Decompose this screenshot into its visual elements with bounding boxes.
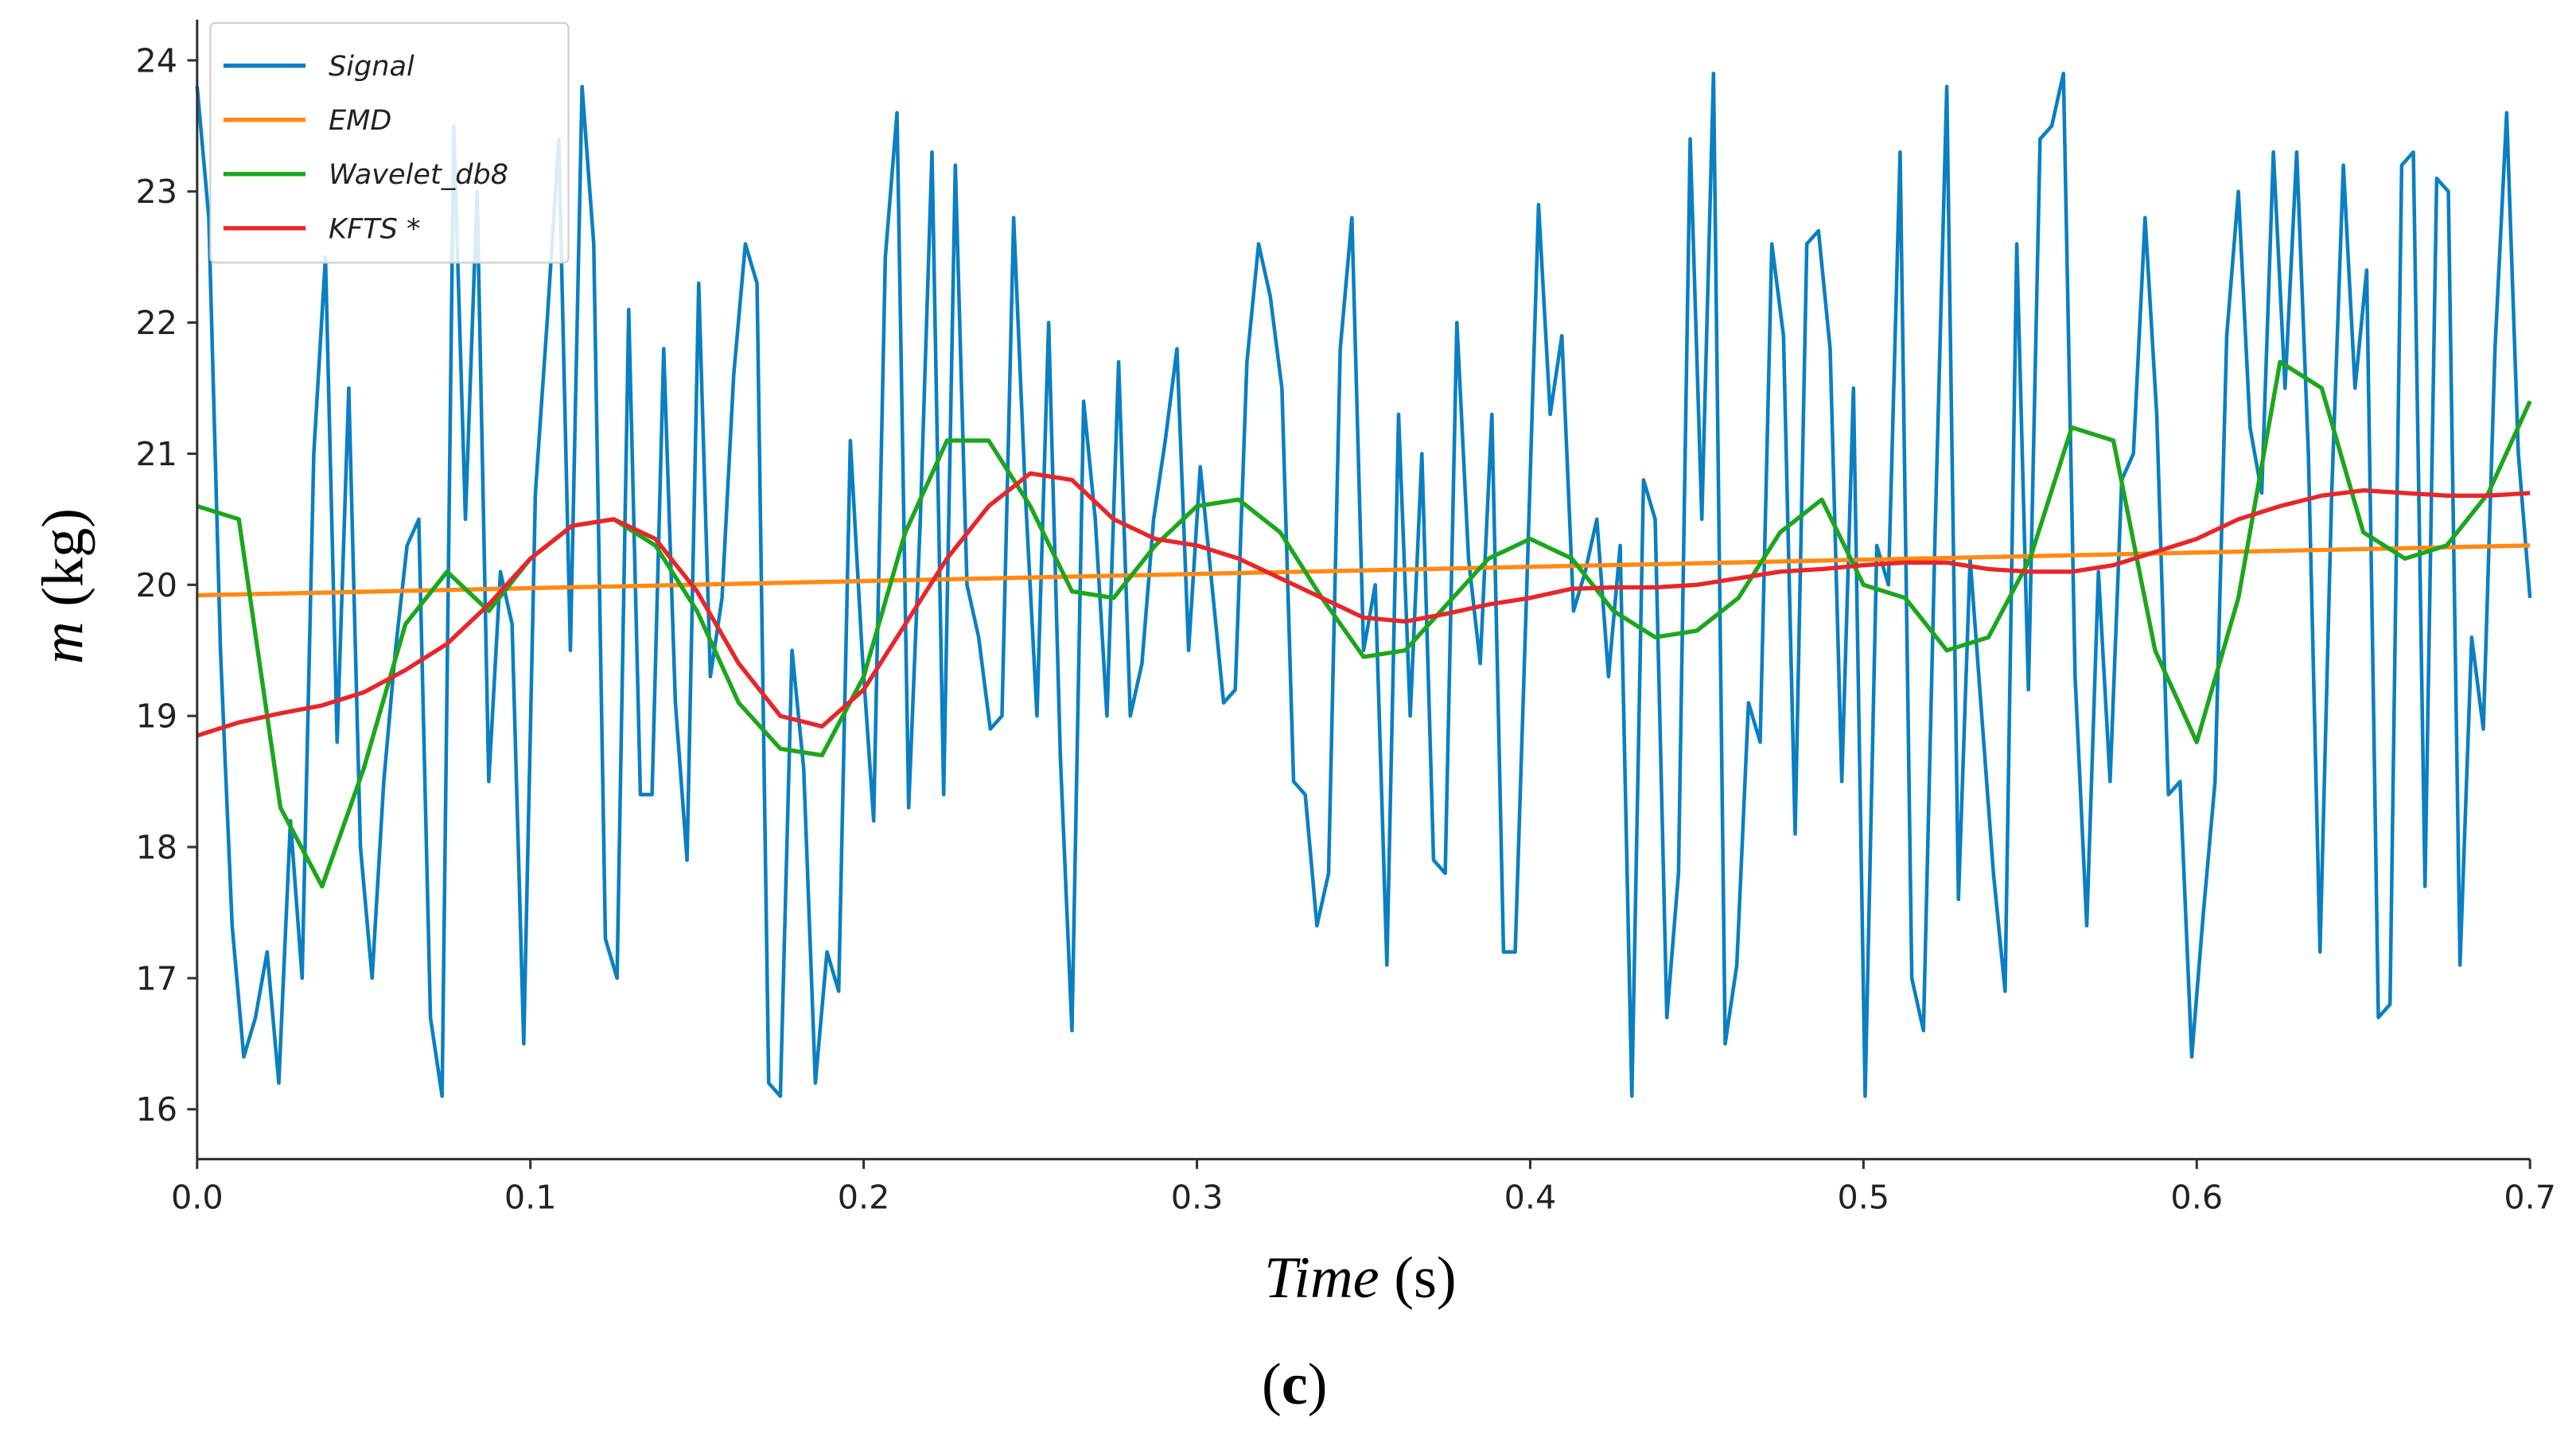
series-line (196, 471, 2531, 738)
y-tick-label: 19 (135, 698, 177, 736)
legend: Signal EMD Wavelet_db8 KFTS * (209, 21, 570, 264)
caption-open: ( (1262, 1352, 1282, 1417)
legend-box (209, 21, 570, 264)
x-tick-label: 0.3 (1171, 1178, 1224, 1216)
x-tick-label: 0.0 (171, 1178, 224, 1216)
y-tick-label: 22 (135, 304, 177, 342)
y-tick-label: 18 (135, 828, 177, 866)
y-tick-label: 17 (135, 959, 177, 997)
x-tick-label: 0.7 (2504, 1178, 2556, 1216)
x-tick-label: 0.6 (2170, 1178, 2223, 1216)
series-line (197, 543, 2531, 598)
y-label-var: m (30, 621, 95, 664)
plot-area: 16 17 18 19 20 21 22 23 24 0.0 0.1 0.2 0.3 0.4 0.5 0.6 0… (135, 19, 2556, 1216)
caption-close: ) (1308, 1352, 1328, 1417)
x-tick-label: 0.4 (1504, 1178, 1557, 1216)
x-label-unit: (s) (1394, 1245, 1456, 1311)
y-tick-label: 24 (135, 41, 177, 80)
x-tick-label: 0.2 (838, 1178, 890, 1216)
x-axis-label: Time (s) (1264, 1245, 1457, 1311)
x-tick-label: 0.1 (504, 1178, 557, 1216)
x-tick-label: 0.5 (1838, 1178, 1890, 1216)
caption: (c) (1262, 1352, 1327, 1417)
caption-letter: c (1282, 1352, 1308, 1417)
legend-label: Signal (329, 50, 414, 83)
y-label-unit: (kg) (30, 508, 95, 607)
y-tick-label: 16 (135, 1090, 177, 1129)
x-label-var: Time (1264, 1245, 1379, 1311)
y-tick-label: 20 (135, 566, 177, 604)
y-tick-label: 23 (135, 173, 177, 211)
legend-label: EMD (329, 104, 391, 137)
series-line (195, 72, 2532, 1098)
y-axis-label: m (kg) (30, 508, 95, 664)
legend-label: KFTS * (329, 212, 421, 245)
legend-label: Wavelet_db8 (329, 158, 508, 191)
y-tick-label: 21 (135, 435, 177, 473)
